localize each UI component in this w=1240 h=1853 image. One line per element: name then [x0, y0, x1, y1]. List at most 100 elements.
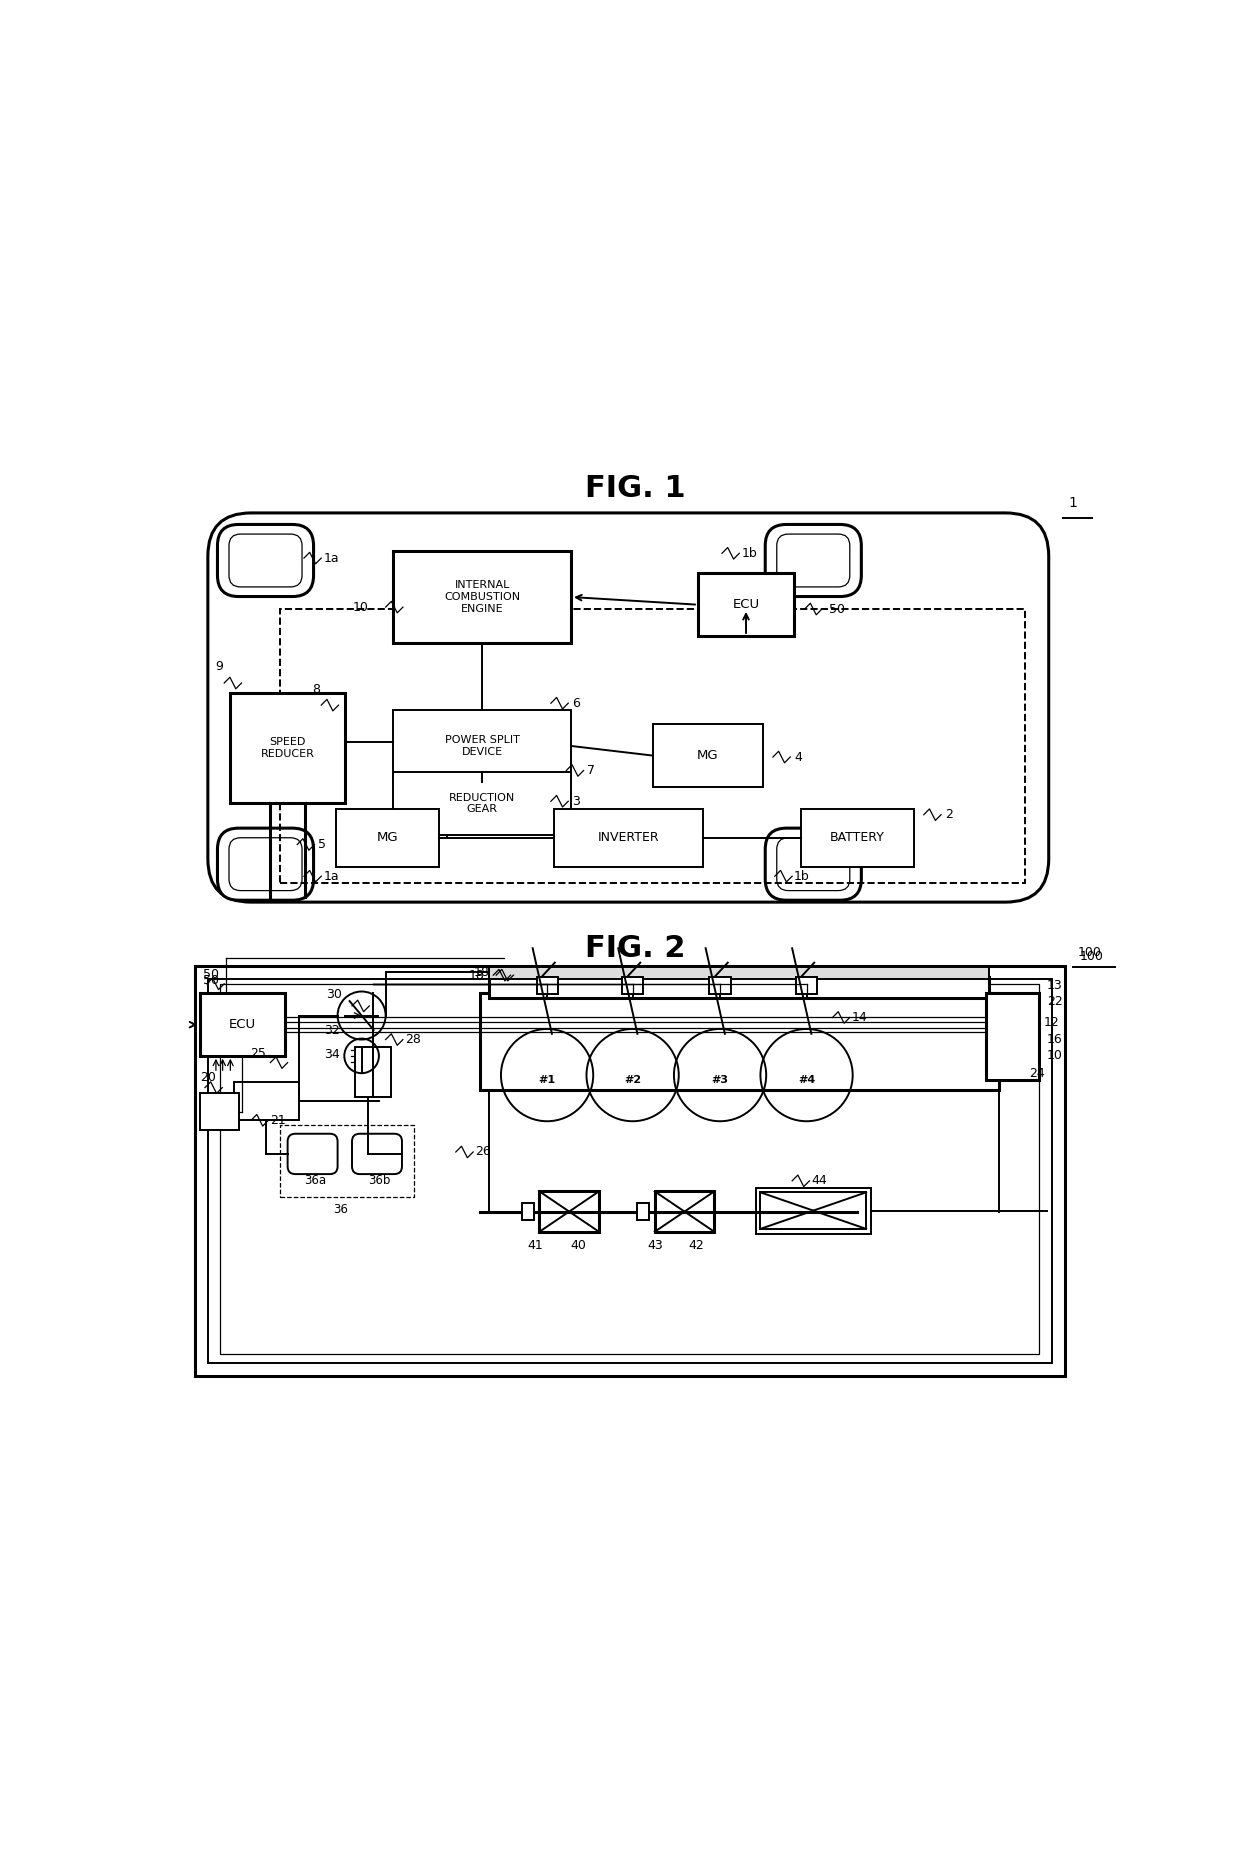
Text: 18: 18	[469, 969, 485, 982]
Text: 1b: 1b	[742, 547, 756, 560]
Text: 14: 14	[852, 1012, 868, 1025]
Text: #3: #3	[712, 1075, 729, 1084]
Bar	[986, 993, 1039, 1080]
Text: FIG. 1: FIG. 1	[585, 474, 686, 504]
FancyBboxPatch shape	[229, 838, 303, 891]
Text: ECU: ECU	[229, 1017, 255, 1030]
Text: 7: 7	[588, 763, 595, 776]
Bar	[522, 1203, 533, 1221]
Text: 40: 40	[570, 1238, 587, 1253]
Text: 34: 34	[324, 1049, 340, 1062]
Text: 25: 25	[249, 1047, 265, 1060]
Bar	[490, 967, 990, 978]
Text: 100: 100	[1078, 945, 1101, 958]
Bar	[709, 977, 730, 995]
FancyBboxPatch shape	[776, 838, 849, 891]
Bar	[537, 977, 558, 995]
Bar	[760, 1191, 866, 1229]
FancyBboxPatch shape	[776, 534, 849, 587]
Text: 36: 36	[332, 1203, 347, 1216]
Bar	[652, 725, 764, 788]
Bar	[234, 1082, 299, 1121]
Text: MG: MG	[377, 832, 398, 845]
Bar	[539, 1191, 599, 1232]
Bar	[196, 965, 1065, 1377]
FancyBboxPatch shape	[352, 1134, 402, 1175]
Text: 42: 42	[688, 1238, 704, 1253]
Text: INTERNAL
COMBUSTION
ENGINE: INTERNAL COMBUSTION ENGINE	[444, 580, 521, 613]
FancyBboxPatch shape	[288, 1134, 337, 1175]
Text: 10: 10	[352, 600, 368, 613]
Text: POWER SPLIT
DEVICE: POWER SPLIT DEVICE	[445, 736, 520, 756]
Bar	[280, 610, 1024, 882]
Text: 4: 4	[794, 750, 802, 763]
Bar	[554, 810, 703, 867]
Text: 41: 41	[528, 1238, 543, 1253]
Text: 6: 6	[572, 697, 580, 710]
Bar	[393, 710, 572, 782]
Text: BATTERY: BATTERY	[830, 832, 885, 845]
Bar	[755, 1188, 870, 1234]
FancyBboxPatch shape	[765, 828, 862, 901]
Text: MG: MG	[697, 749, 719, 762]
Text: 21: 21	[270, 1114, 286, 1127]
Text: #4: #4	[797, 1075, 815, 1084]
Bar	[336, 810, 439, 867]
Bar	[490, 977, 990, 999]
Text: 30: 30	[326, 988, 342, 1001]
Bar	[655, 1191, 714, 1232]
Text: 13: 13	[1047, 978, 1063, 991]
Bar	[229, 693, 345, 802]
Bar	[208, 978, 1052, 1364]
Bar	[698, 573, 794, 636]
Bar	[200, 1093, 238, 1130]
Text: SPEED
REDUCER: SPEED REDUCER	[260, 737, 315, 758]
Bar	[393, 773, 572, 836]
Text: 50: 50	[203, 967, 219, 980]
FancyBboxPatch shape	[229, 534, 303, 587]
Text: 32: 32	[324, 1025, 340, 1038]
Text: #1: #1	[538, 1075, 556, 1084]
Text: 43: 43	[647, 1238, 663, 1253]
Text: 5: 5	[319, 838, 326, 851]
Text: 12: 12	[1044, 1015, 1060, 1028]
Text: 3: 3	[572, 795, 580, 808]
Bar	[622, 977, 644, 995]
Bar	[480, 993, 998, 1090]
Text: 1a: 1a	[324, 869, 339, 882]
Text: 16: 16	[1047, 1034, 1063, 1047]
Text: 50: 50	[203, 975, 219, 988]
Bar	[801, 810, 914, 867]
FancyBboxPatch shape	[217, 524, 314, 597]
Text: 22: 22	[1047, 995, 1063, 1008]
Text: 28: 28	[404, 1034, 420, 1047]
Text: INVERTER: INVERTER	[598, 832, 660, 845]
Text: 1a: 1a	[324, 552, 339, 565]
Bar	[637, 1203, 649, 1221]
Text: 26: 26	[475, 1145, 491, 1158]
Text: REDUCTION
GEAR: REDUCTION GEAR	[449, 793, 516, 815]
Text: ECU: ECU	[733, 599, 760, 611]
Text: #2: #2	[624, 1075, 641, 1084]
Text: 2: 2	[945, 808, 952, 821]
Text: FIG. 2: FIG. 2	[585, 934, 686, 964]
FancyBboxPatch shape	[208, 513, 1049, 902]
Text: 100: 100	[1080, 951, 1104, 964]
Bar	[200, 993, 285, 1056]
Bar	[221, 984, 1039, 1355]
Bar	[355, 1047, 392, 1097]
Text: 1: 1	[1068, 497, 1076, 510]
Text: 36b: 36b	[368, 1175, 391, 1188]
Text: 24: 24	[1029, 1067, 1045, 1080]
Text: 8: 8	[312, 682, 320, 695]
Bar	[280, 1125, 414, 1197]
Bar	[393, 552, 572, 643]
Text: 9: 9	[216, 660, 223, 673]
FancyBboxPatch shape	[765, 524, 862, 597]
Text: 1b: 1b	[794, 869, 810, 882]
Text: 44: 44	[811, 1175, 827, 1188]
Bar	[796, 977, 817, 995]
Text: 50: 50	[828, 602, 844, 615]
Text: 36a: 36a	[304, 1175, 326, 1188]
FancyBboxPatch shape	[217, 828, 314, 901]
